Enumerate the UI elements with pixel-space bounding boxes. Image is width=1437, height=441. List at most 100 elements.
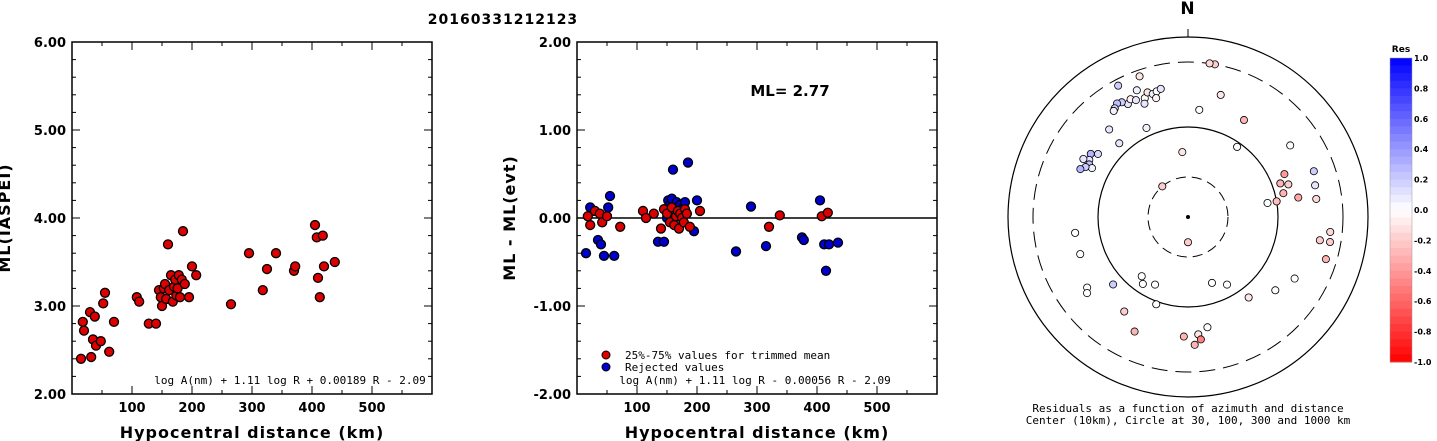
station-marker xyxy=(1109,280,1118,289)
colorbar-segment xyxy=(1390,194,1412,203)
rejected-point xyxy=(798,234,809,246)
magnitude-panel: 2.00 3.00 4.00 5.00 6.00 100 200 300 400 500 Hypoc… xyxy=(0,36,433,441)
data-point xyxy=(75,353,87,364)
colorbar-segment xyxy=(1390,316,1412,325)
station-marker xyxy=(1311,181,1320,190)
colorbar-tick-label: 0.8 xyxy=(1414,84,1429,93)
station-marker xyxy=(1152,94,1161,103)
rejected-point xyxy=(603,202,614,213)
station-marker xyxy=(1137,272,1146,281)
station-marker xyxy=(1309,167,1318,176)
colorbar-segment xyxy=(1390,118,1412,127)
colorbar-segment xyxy=(1390,58,1412,67)
y-tick-label: 6.00 xyxy=(34,36,66,51)
colorbar-tick-label: -0.6 xyxy=(1414,297,1432,306)
colorbar-segment xyxy=(1390,339,1412,348)
colorbar-segment xyxy=(1390,96,1412,105)
colorbar-segment xyxy=(1390,172,1412,181)
data-point xyxy=(99,287,111,298)
station-marker xyxy=(1284,180,1293,189)
x-axis-label: Hypocentral distance (km) xyxy=(625,423,890,441)
station-marker xyxy=(1196,335,1205,344)
rejected-point xyxy=(691,195,703,206)
rejected-point xyxy=(760,241,772,252)
station-marker xyxy=(1195,105,1204,114)
x-tick-label: 100 xyxy=(623,401,650,416)
station-marker xyxy=(1115,139,1124,148)
rejected-point xyxy=(658,236,670,247)
trimmed-point xyxy=(601,211,613,222)
station-marker xyxy=(1132,86,1141,95)
station-marker xyxy=(1140,99,1149,108)
x-axis-label: Hypocentral distance (km) xyxy=(120,423,385,441)
colorbar-segment xyxy=(1390,103,1412,112)
rejected-point xyxy=(682,157,694,168)
colorbar-tick-label: -0.4 xyxy=(1414,267,1432,276)
y-tick-label: 5.00 xyxy=(34,124,66,139)
data-point xyxy=(317,230,328,241)
colorbar-title: Res xyxy=(1392,45,1410,55)
data-point xyxy=(177,226,189,237)
y-tick-label: 2.00 xyxy=(539,36,571,51)
data-point xyxy=(270,248,282,259)
colorbar-segment xyxy=(1390,80,1412,89)
circle-300km xyxy=(1032,61,1344,373)
station-marker xyxy=(1233,142,1242,151)
circle-30km xyxy=(1147,176,1229,258)
rejected-point xyxy=(745,201,757,212)
colorbar-tick-label: -1.0 xyxy=(1414,358,1432,367)
trimmed-point xyxy=(655,223,667,234)
residual-colorbar: Res 1.0 0.8 0.6 0.4 0.2 0.0 -0.2 -0.4 -0.6 -0.8 -1.… xyxy=(1389,45,1432,367)
trimmed-point xyxy=(684,221,695,232)
colorbar-segment xyxy=(1390,88,1412,97)
x-tick-label: 500 xyxy=(358,401,385,416)
circle-100km xyxy=(1097,126,1279,308)
colorbar-segment xyxy=(1390,248,1412,257)
rejected-point xyxy=(832,237,844,248)
station-marker xyxy=(1156,84,1165,93)
station-marker xyxy=(1071,228,1080,237)
rejected-point xyxy=(580,248,592,259)
station-marker xyxy=(1205,59,1214,68)
colorbar-tick-label: 0.0 xyxy=(1414,206,1429,215)
data-point xyxy=(162,239,174,250)
colorbar-tick-label: 1.0 xyxy=(1414,54,1429,63)
trimmed-point xyxy=(648,208,659,219)
colorbar-tick-label: -0.8 xyxy=(1414,328,1432,337)
colorbar-segment xyxy=(1390,134,1412,143)
colorbar-segment xyxy=(1390,149,1412,158)
rejected-point xyxy=(598,250,610,261)
y-tick-label: 2.00 xyxy=(34,388,66,403)
station-marker xyxy=(1158,182,1167,191)
station-marker xyxy=(1083,289,1092,298)
station-marker xyxy=(1190,340,1199,349)
station-marker xyxy=(1142,123,1151,132)
ml-annotation: ML= 2.77 xyxy=(750,82,829,100)
polar-panel: N Residuals as a function of azimuth and … xyxy=(1007,0,1369,427)
x-tick-label: 400 xyxy=(803,401,830,416)
station-marker xyxy=(1290,274,1299,283)
rejected-point xyxy=(814,195,826,206)
station-marker xyxy=(1280,170,1289,179)
y-tick-label: -2.00 xyxy=(534,388,571,403)
colorbar-segment xyxy=(1390,65,1412,74)
data-point xyxy=(225,299,237,310)
colorbar-segment xyxy=(1390,232,1412,241)
trimmed-point xyxy=(774,210,785,221)
station-marker xyxy=(1130,327,1139,336)
trimmed-point xyxy=(681,208,692,219)
trimmed-point xyxy=(585,219,596,231)
station-marker xyxy=(1179,332,1188,341)
data-point xyxy=(312,272,324,283)
station-marker xyxy=(1152,300,1161,309)
station-marker xyxy=(1315,236,1324,245)
station-marker xyxy=(1131,96,1140,105)
colorbar-segment xyxy=(1390,111,1412,120)
x-tick-label: 500 xyxy=(863,401,890,416)
data-point xyxy=(108,316,120,327)
station-marker xyxy=(1263,198,1272,207)
colorbar-segment xyxy=(1390,293,1412,302)
x-tick-label: 100 xyxy=(118,401,145,416)
data-point xyxy=(89,311,100,322)
colorbar-tick-label: -0.2 xyxy=(1414,236,1432,245)
